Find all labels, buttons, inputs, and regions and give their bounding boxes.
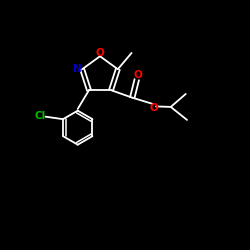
- Text: O: O: [150, 104, 158, 114]
- Text: Cl: Cl: [34, 111, 46, 121]
- Text: N: N: [73, 64, 82, 74]
- Text: O: O: [134, 70, 142, 80]
- Text: O: O: [96, 48, 104, 58]
